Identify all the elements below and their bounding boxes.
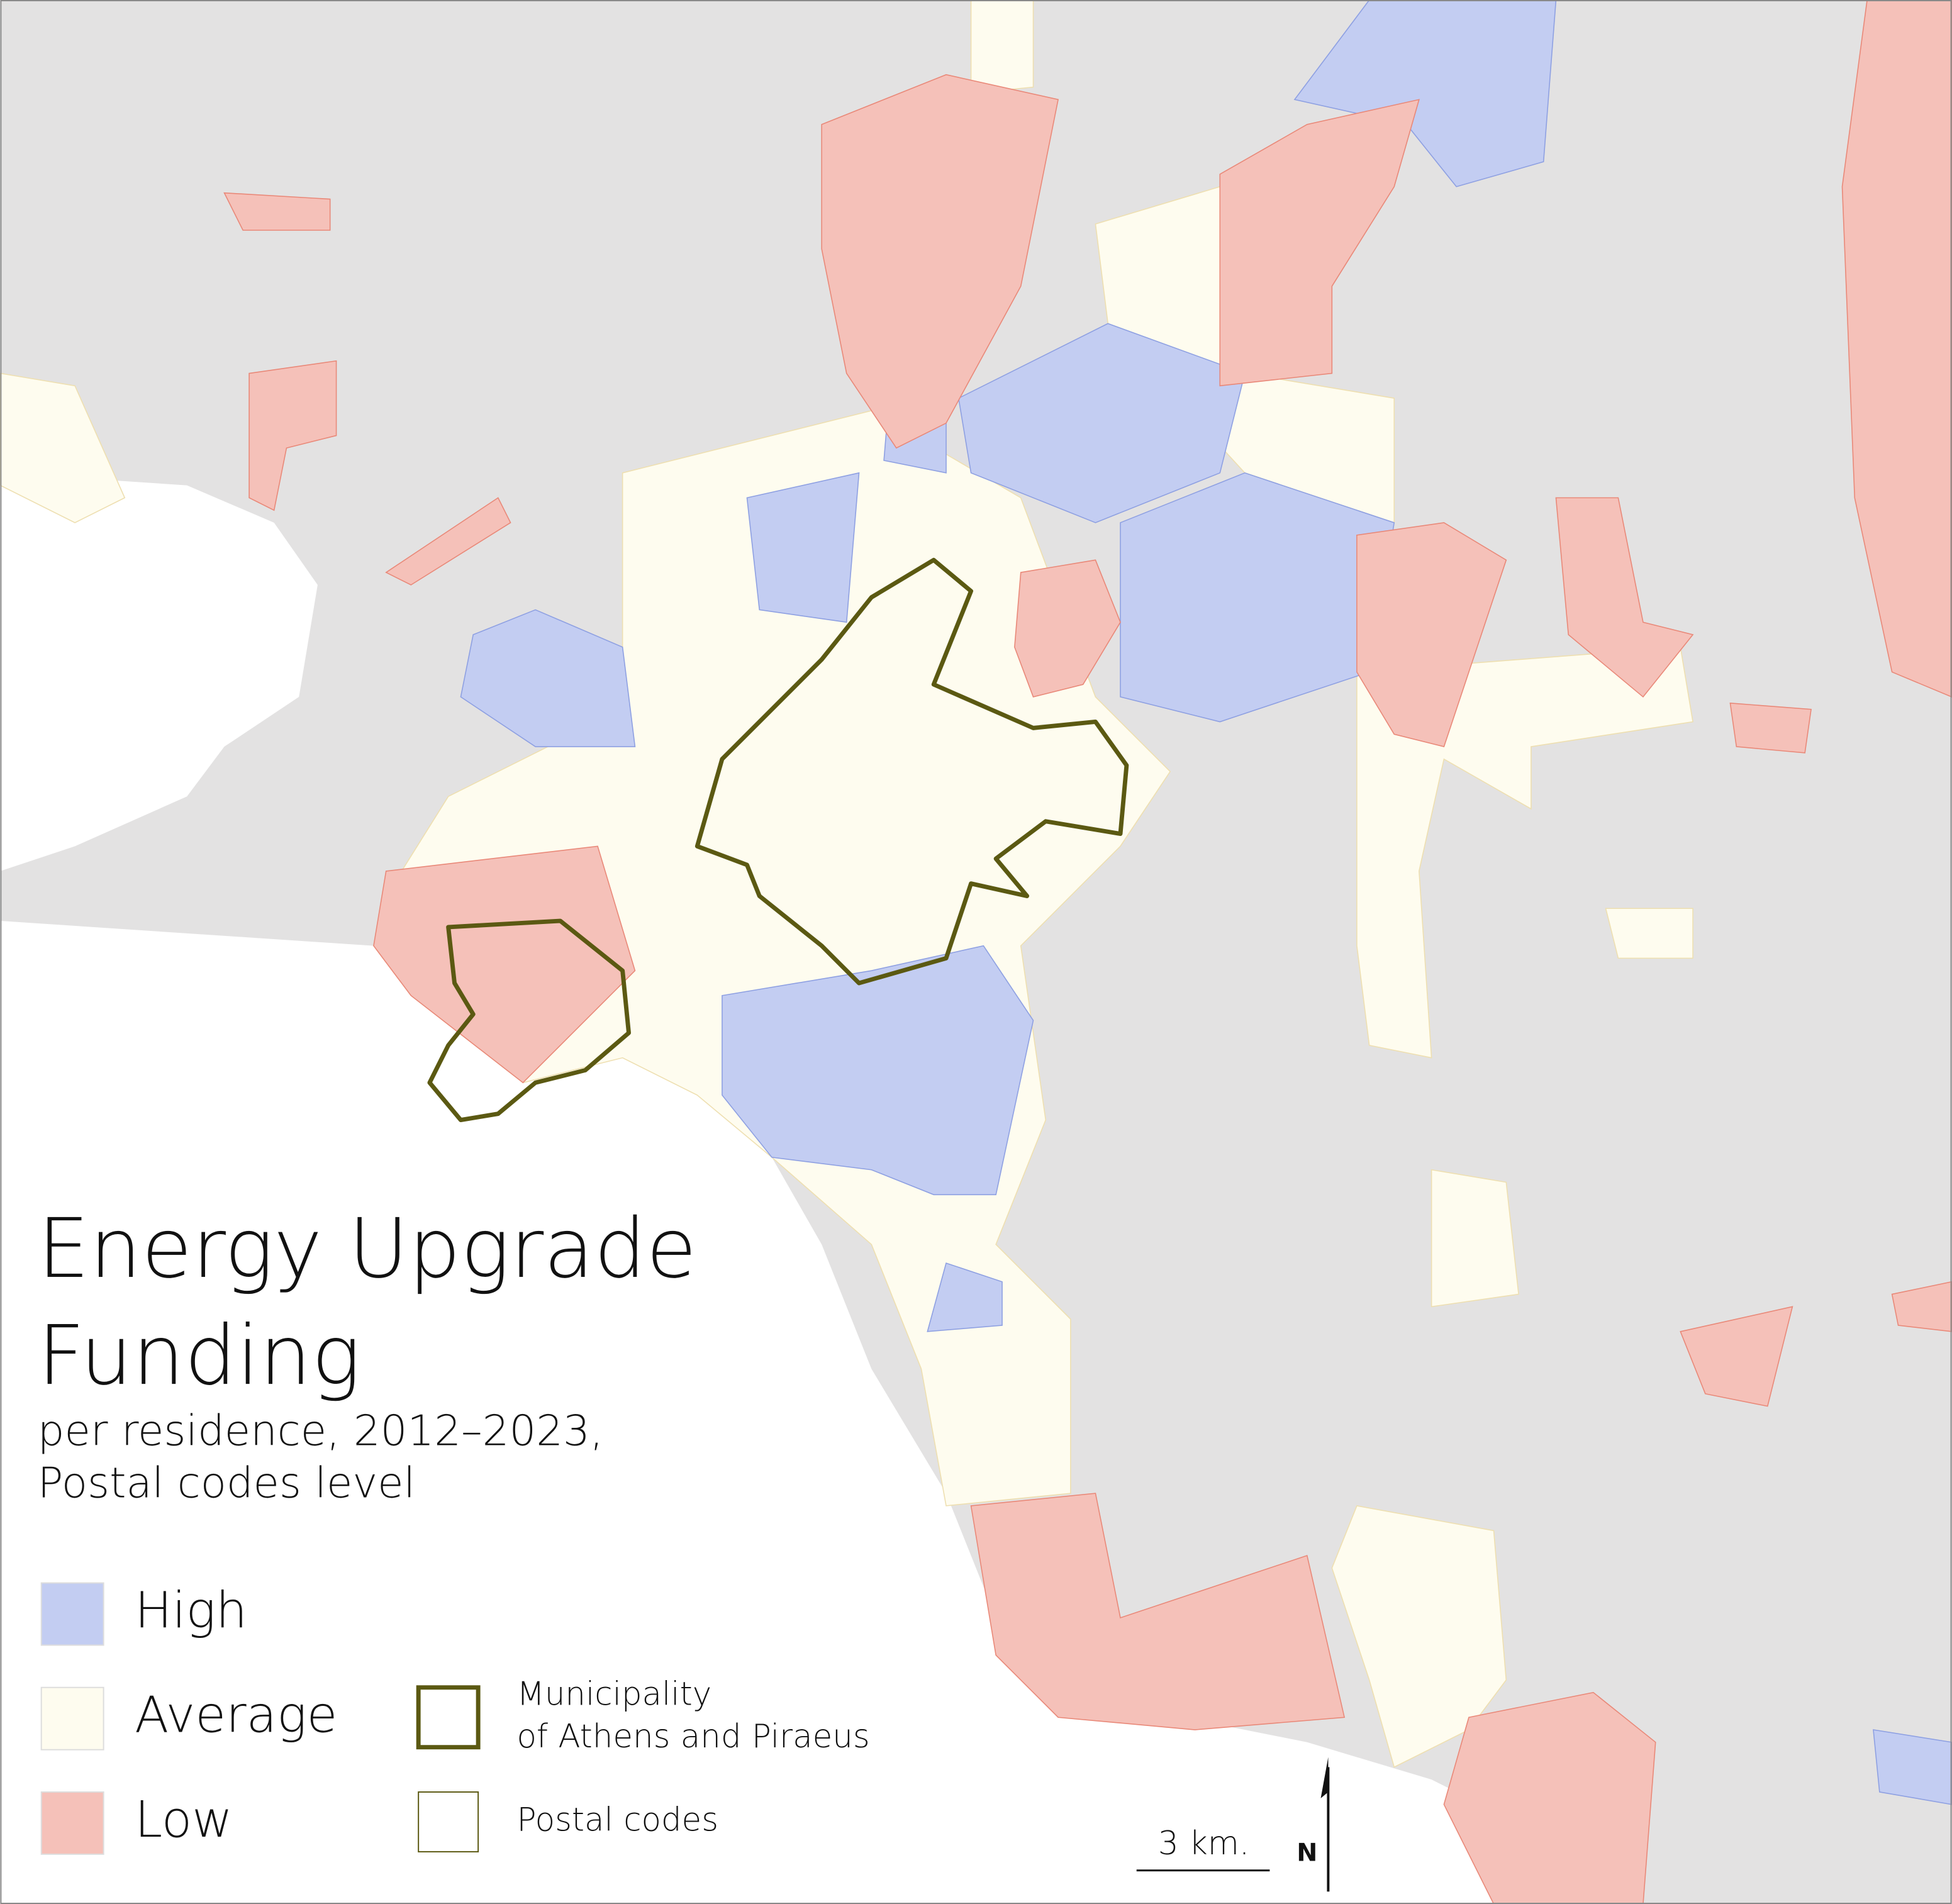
postal-area — [927, 1262, 1003, 1332]
postal-area — [1431, 1169, 1519, 1308]
title: Funding — [38, 1308, 361, 1403]
postal-area — [248, 360, 337, 511]
municipality-boundary — [427, 918, 631, 1123]
postal-area — [957, 323, 1246, 523]
postal-area — [1219, 99, 1420, 387]
legend-label: Average — [135, 1686, 337, 1744]
postal-area — [1356, 646, 1693, 1059]
legend-swatch — [40, 1582, 104, 1646]
north-label: N — [1297, 1838, 1317, 1867]
legend-label: Low — [135, 1791, 233, 1849]
legend-label: of Athens and Piraeus — [516, 1718, 869, 1756]
postal-area — [1014, 559, 1121, 698]
postal-area — [746, 472, 860, 623]
postal-area — [1841, 0, 1952, 698]
postal-area — [460, 609, 636, 747]
legend-swatch — [418, 1791, 479, 1852]
postal-area — [223, 192, 331, 231]
subtitle: Postal codes level — [38, 1459, 416, 1508]
municipality-boundary — [694, 557, 1129, 986]
postal-area — [1293, 0, 1557, 187]
subtitle: per residence, 2012–2023, — [38, 1406, 603, 1456]
postal-area — [722, 945, 1034, 1196]
legend: High Average Low Municipality of Athens and … — [40, 1582, 870, 1855]
postal-area — [1443, 1691, 1656, 1904]
legend-label: High — [135, 1582, 247, 1640]
postal-area — [1555, 497, 1694, 698]
postal-area — [1331, 1505, 1507, 1768]
title: Energy Upgrade — [38, 1201, 697, 1296]
postal-area — [1605, 908, 1693, 959]
postal-area — [1873, 1729, 1952, 1805]
postal-area — [1356, 522, 1507, 748]
legend-label: Postal codes — [516, 1801, 718, 1839]
postal-area — [970, 0, 1034, 94]
postal-area — [1680, 1306, 1793, 1407]
sea — [0, 921, 1643, 1904]
legend-label: Municipality — [516, 1676, 711, 1713]
legend-swatch — [40, 1686, 104, 1751]
scale-label: 3 km. — [1158, 1825, 1249, 1862]
legend-swatch — [416, 1685, 481, 1750]
sea — [0, 472, 318, 871]
postal-area — [373, 845, 636, 1084]
postal-area — [385, 497, 511, 586]
postal-area — [970, 1493, 1346, 1730]
legend-swatch — [40, 1791, 104, 1855]
postal-area — [1729, 702, 1812, 754]
postal-area — [821, 74, 1059, 449]
